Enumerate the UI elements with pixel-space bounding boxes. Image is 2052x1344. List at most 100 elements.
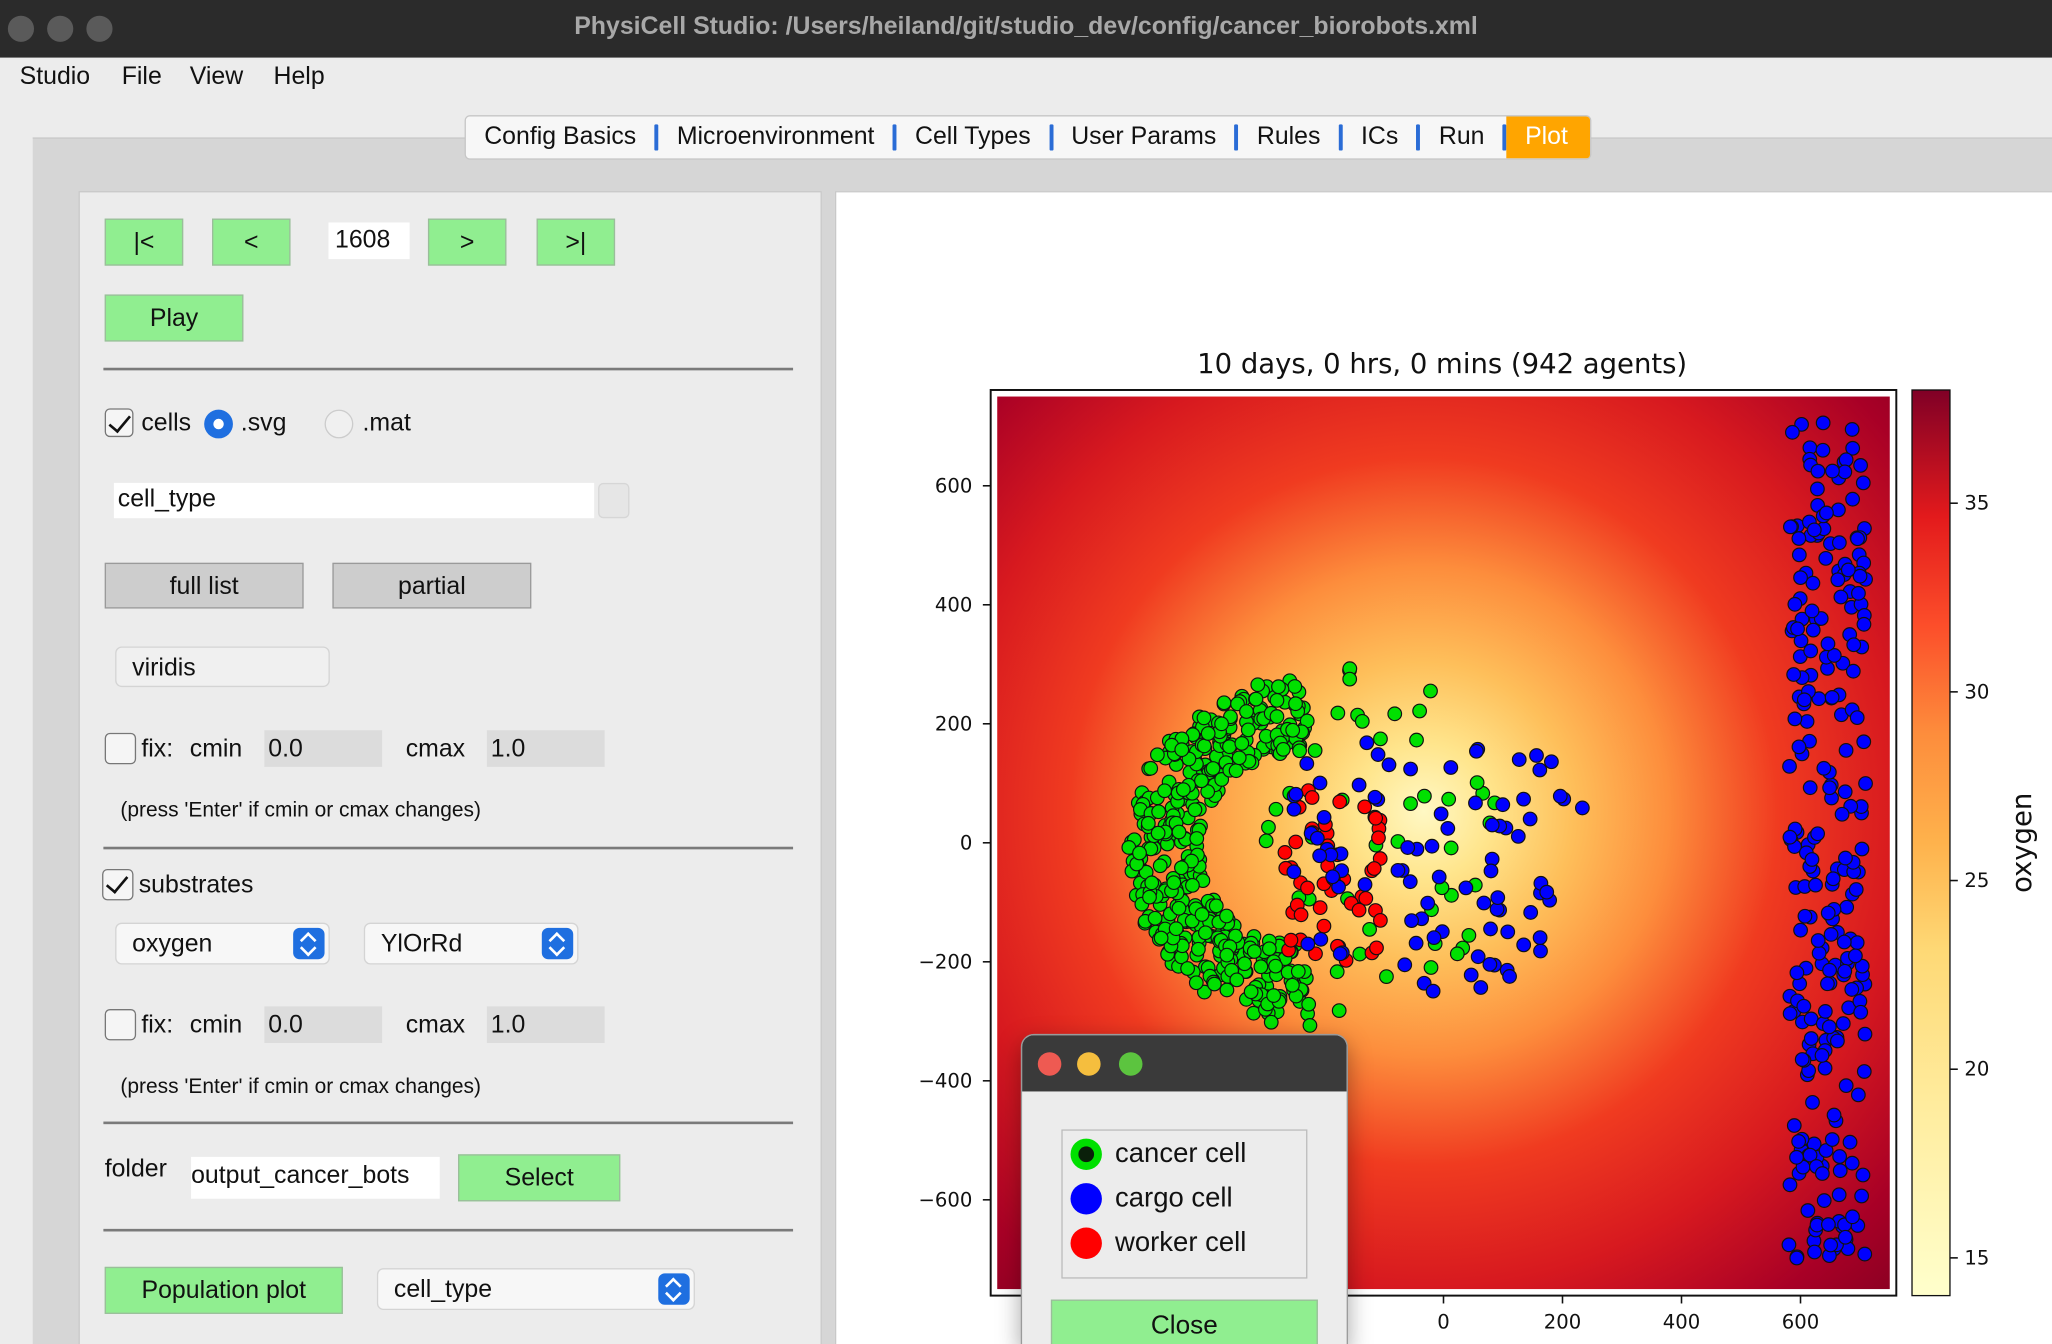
cell-point: [1574, 800, 1590, 816]
tab-user-params[interactable]: User Params: [1053, 116, 1239, 158]
cell-point: [1187, 802, 1203, 818]
tab-run[interactable]: Run: [1421, 116, 1507, 158]
cell-point: [1153, 930, 1169, 946]
cell-point: [1188, 975, 1204, 991]
cell-point: [1816, 760, 1832, 776]
tab-plot[interactable]: Plot: [1506, 116, 1591, 159]
cell-point: [1845, 440, 1861, 456]
maximize-window-icon[interactable]: [1118, 1052, 1143, 1076]
full-list-button[interactable]: full list: [104, 562, 304, 609]
substrate-cmin-input[interactable]: 0.0: [264, 1006, 383, 1044]
population-select[interactable]: cell_type: [376, 1268, 695, 1311]
cell-point: [1857, 1246, 1873, 1262]
prev-frame-button[interactable]: <: [212, 218, 291, 266]
tab-ics[interactable]: ICs: [1343, 116, 1421, 158]
cell-point: [1144, 875, 1160, 891]
substrate-fix-checkbox[interactable]: [104, 1009, 137, 1041]
cell-point: [1820, 976, 1835, 992]
cell-point: [1825, 871, 1841, 887]
last-frame-button[interactable]: >|: [536, 218, 616, 266]
next-frame-button[interactable]: >: [427, 218, 507, 266]
cell-point: [1332, 794, 1348, 810]
cell-point: [1171, 900, 1187, 916]
cells-checkbox[interactable]: [104, 408, 134, 438]
minimize-window-icon[interactable]: [47, 15, 74, 42]
cells-cmax-input[interactable]: 1.0: [486, 730, 605, 767]
substrate-cmax-input[interactable]: 1.0: [486, 1006, 605, 1044]
partial-button[interactable]: partial: [332, 562, 532, 609]
menu-file[interactable]: File: [121, 62, 162, 91]
cell-scalar-combobox[interactable]: cell_type: [113, 482, 595, 519]
menu-help[interactable]: Help: [273, 62, 325, 91]
cell-point: [1299, 756, 1315, 771]
cell-point: [1826, 648, 1842, 663]
cell-point: [1312, 848, 1328, 864]
cell-point: [1379, 969, 1394, 984]
close-window-icon[interactable]: [1037, 1052, 1062, 1076]
cell-point: [1850, 531, 1865, 547]
cell-point: [1417, 788, 1432, 804]
substrate-select[interactable]: oxygen: [115, 922, 330, 965]
cells-cmin-input[interactable]: 0.0: [264, 730, 383, 767]
cell-point: [1403, 796, 1418, 812]
maximize-window-icon[interactable]: [86, 15, 113, 42]
menu-studio[interactable]: Studio: [19, 62, 91, 91]
cell-point: [1149, 747, 1165, 763]
cell-point: [1469, 743, 1484, 759]
cell-point: [1269, 709, 1285, 724]
tab-microenvironment[interactable]: Microenvironment: [659, 116, 897, 158]
cell-point: [1817, 1004, 1833, 1019]
cell-point: [1184, 853, 1199, 869]
cell-point: [1845, 491, 1860, 507]
mat-radio[interactable]: [324, 409, 354, 439]
svg-radio[interactable]: [204, 409, 233, 439]
tab-cell-types[interactable]: Cell Types: [897, 116, 1054, 158]
cell-point: [1229, 972, 1245, 988]
frame-number-input[interactable]: 1608: [328, 222, 410, 260]
cell-colormap-select[interactable]: viridis: [115, 646, 330, 688]
population-plot-button[interactable]: Population plot: [104, 1266, 343, 1314]
cell-point: [1150, 825, 1166, 841]
plot-svg[interactable]: 10 days, 0 hrs, 0 mins (942 agents) 600 4…: [836, 192, 2052, 1344]
minimize-window-icon[interactable]: [1077, 1052, 1101, 1076]
cell-point: [1219, 947, 1235, 963]
cell-point: [1381, 757, 1397, 773]
cell-point: [1844, 982, 1860, 997]
first-frame-button[interactable]: |<: [104, 218, 184, 266]
cell-point: [1796, 998, 1812, 1014]
cell-point: [1443, 760, 1459, 775]
cell-point: [1359, 735, 1375, 751]
plot-canvas-panel: 10 days, 0 hrs, 0 mins (942 agents) 600 4…: [834, 191, 2052, 1344]
tab-rules[interactable]: Rules: [1239, 116, 1343, 158]
cell-point: [1815, 415, 1831, 431]
y-tick-label: −400: [918, 1069, 972, 1092]
tab-config-basics[interactable]: Config Basics: [466, 116, 659, 158]
cell-point: [1510, 828, 1526, 844]
play-button[interactable]: Play: [104, 294, 244, 342]
cell-point: [1354, 713, 1370, 729]
cell-point: [1821, 1019, 1837, 1035]
cell-point: [1821, 1217, 1836, 1232]
menu-view[interactable]: View: [189, 62, 244, 91]
close-window-icon[interactable]: [7, 15, 35, 42]
close-legend-button[interactable]: Close: [1050, 1299, 1318, 1344]
cell-point: [1838, 742, 1854, 758]
cell-point: [1782, 829, 1798, 845]
cell-point: [1516, 791, 1531, 807]
cell-point: [1838, 1078, 1854, 1094]
cell-point: [1286, 801, 1302, 817]
cell-point: [1275, 741, 1291, 757]
select-folder-button[interactable]: Select: [458, 1154, 621, 1202]
cell-point: [1810, 463, 1826, 479]
cell-point: [1258, 833, 1274, 849]
substrate-colormap-select[interactable]: YlOrRd: [363, 922, 579, 965]
cell-point: [1808, 877, 1823, 893]
folder-input[interactable]: output_cancer_bots: [191, 1156, 440, 1199]
colorbar-tick-label: 20: [1964, 1058, 1989, 1081]
cells-fix-checkbox[interactable]: [104, 732, 137, 765]
cell-point: [1800, 1203, 1816, 1218]
cell-point: [1283, 932, 1299, 948]
substrates-checkbox[interactable]: [102, 868, 134, 901]
cell-scalar-dropdown-icon[interactable]: [598, 482, 630, 519]
cell-point: [1803, 643, 1819, 659]
